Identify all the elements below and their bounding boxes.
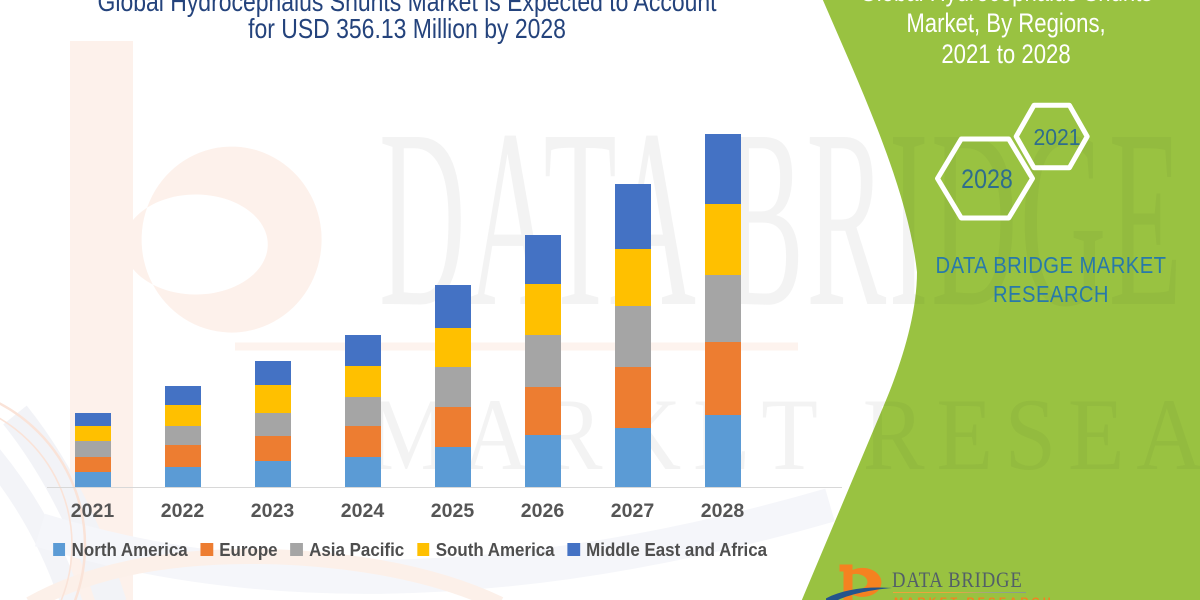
logo-underline xyxy=(893,591,1026,594)
bar-segment-2024-middle-east-and-africa xyxy=(344,335,381,366)
bar-segment-2027-europe xyxy=(614,367,651,429)
bar-segment-2028-north-america xyxy=(704,414,741,487)
brand-name-line2: RESEARCH xyxy=(993,281,1109,308)
bar-segment-2026-middle-east-and-africa xyxy=(524,234,561,285)
bar-segment-2027-south-america xyxy=(614,248,651,306)
bar-segment-2022-north-america xyxy=(164,467,201,487)
bar-segment-2024-asia-pacific xyxy=(344,396,381,426)
bar-segment-2025-middle-east-and-africa xyxy=(434,284,471,329)
brand-name: DATA BRIDGE MARKET RESEARCH xyxy=(901,251,1200,310)
bar-segment-2024-north-america xyxy=(344,457,381,487)
bar-segment-2028-asia-pacific xyxy=(704,275,741,343)
company-logo: DATA BRIDGE MARKET RESEARCH xyxy=(826,558,1166,600)
panel-heading: Global Hydrocephalus Shunts Market, By R… xyxy=(858,0,1153,71)
bar-segment-2025-asia-pacific xyxy=(434,366,471,408)
bar-segment-2028-middle-east-and-africa xyxy=(704,133,741,204)
panel-heading-line2: Market, By Regions, xyxy=(906,7,1106,38)
chart-title-line1: Global Hydrocephalus Shunts Market is Ex… xyxy=(97,0,717,17)
bar-segment-2025-europe xyxy=(434,407,471,447)
logo-wordmark: DATA BRIDGE xyxy=(892,566,1023,592)
bar-segment-2023-south-america xyxy=(254,384,291,413)
bar-segment-2028-europe xyxy=(704,342,741,415)
bar-segment-2023-europe xyxy=(254,435,291,461)
chart-title: Global Hydrocephalus Shunts Market is Ex… xyxy=(67,0,747,43)
bar-segment-2023-middle-east-and-africa xyxy=(254,361,291,385)
hexagon-2021-label: 2021 xyxy=(1032,123,1081,150)
bar-segment-2022-middle-east-and-africa xyxy=(164,385,201,405)
hexagon-2028-label: 2028 xyxy=(961,164,1013,195)
bar-segment-2024-south-america xyxy=(344,365,381,397)
bar-segment-2026-north-america xyxy=(524,434,561,487)
bar-segment-2022-south-america xyxy=(164,404,201,427)
bar-segment-2023-north-america xyxy=(254,460,291,487)
panel-heading-line1: Global Hydrocephalus Shunts xyxy=(858,0,1153,8)
logo-b-notch xyxy=(839,564,844,572)
bar-segment-2022-europe xyxy=(164,445,201,468)
bar-segment-2026-europe xyxy=(524,386,561,435)
bar-segment-2024-europe xyxy=(344,425,381,458)
bar-segment-2027-north-america xyxy=(614,428,651,487)
bar-segment-2028-south-america xyxy=(704,203,741,276)
bar-segment-2023-asia-pacific xyxy=(254,412,291,436)
bar-segment-2027-middle-east-and-africa xyxy=(614,183,651,249)
company-logo-glyph xyxy=(826,564,892,600)
logo-subtext: MARKET RESEARCH xyxy=(894,596,1054,600)
bar-segment-2026-south-america xyxy=(524,284,561,336)
chart-title-line2: for USD 356.13 Million by 2028 xyxy=(248,13,566,44)
bar-segment-2025-north-america xyxy=(434,446,471,487)
bar-segment-2022-asia-pacific xyxy=(164,426,201,446)
brand-name-line1: DATA BRIDGE MARKET xyxy=(935,252,1167,278)
x-axis-line xyxy=(47,487,842,489)
bar-segment-2027-asia-pacific xyxy=(614,305,651,367)
panel-heading-line3: 2021 to 2028 xyxy=(941,39,1071,70)
